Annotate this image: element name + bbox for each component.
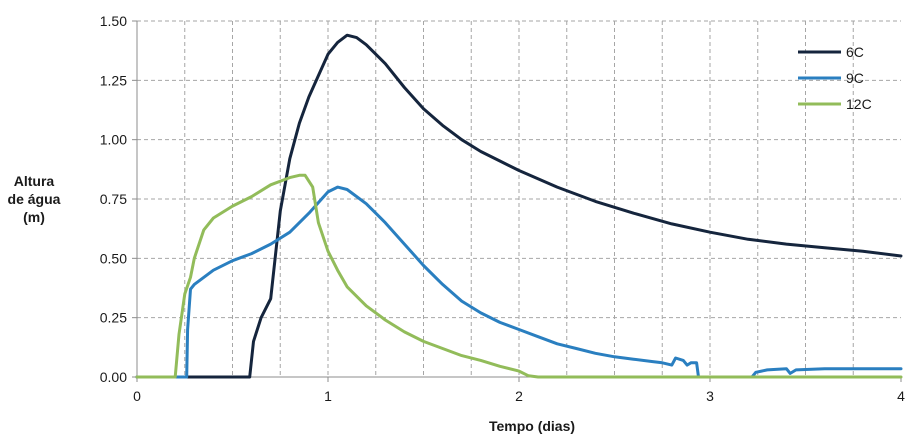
x-tick-label: 1 xyxy=(324,388,332,404)
legend-label-9C: 9C xyxy=(846,70,864,86)
x-tick-label: 3 xyxy=(706,388,714,404)
x-tick-label: 0 xyxy=(133,388,141,404)
y-tick-label: 0.50 xyxy=(100,250,127,266)
y-axis-label: Altura de água (m) xyxy=(0,172,68,226)
y-tick-label: 1.25 xyxy=(100,72,127,88)
series-line-6C xyxy=(135,33,903,379)
series-line-12C xyxy=(135,173,903,379)
legend-label-6C: 6C xyxy=(846,44,864,60)
y-tick-label: 0.25 xyxy=(100,310,127,326)
x-axis-label: Tempo (dias) xyxy=(489,418,575,434)
y-axis-label-line-1: Altura xyxy=(13,173,55,189)
x-tick-label: 2 xyxy=(515,388,523,404)
y-tick-label: 0.75 xyxy=(100,191,127,207)
y-axis-label-line-3: (m) xyxy=(23,209,45,225)
x-tick-label: 4 xyxy=(897,388,905,404)
y-tick-label: 1.00 xyxy=(100,132,127,148)
y-tick-label: 0.00 xyxy=(100,369,127,385)
legend-label-12C: 12C xyxy=(846,96,872,112)
y-tick-label: 1.50 xyxy=(100,13,127,29)
y-axis-label-line-2: de água xyxy=(7,191,61,207)
